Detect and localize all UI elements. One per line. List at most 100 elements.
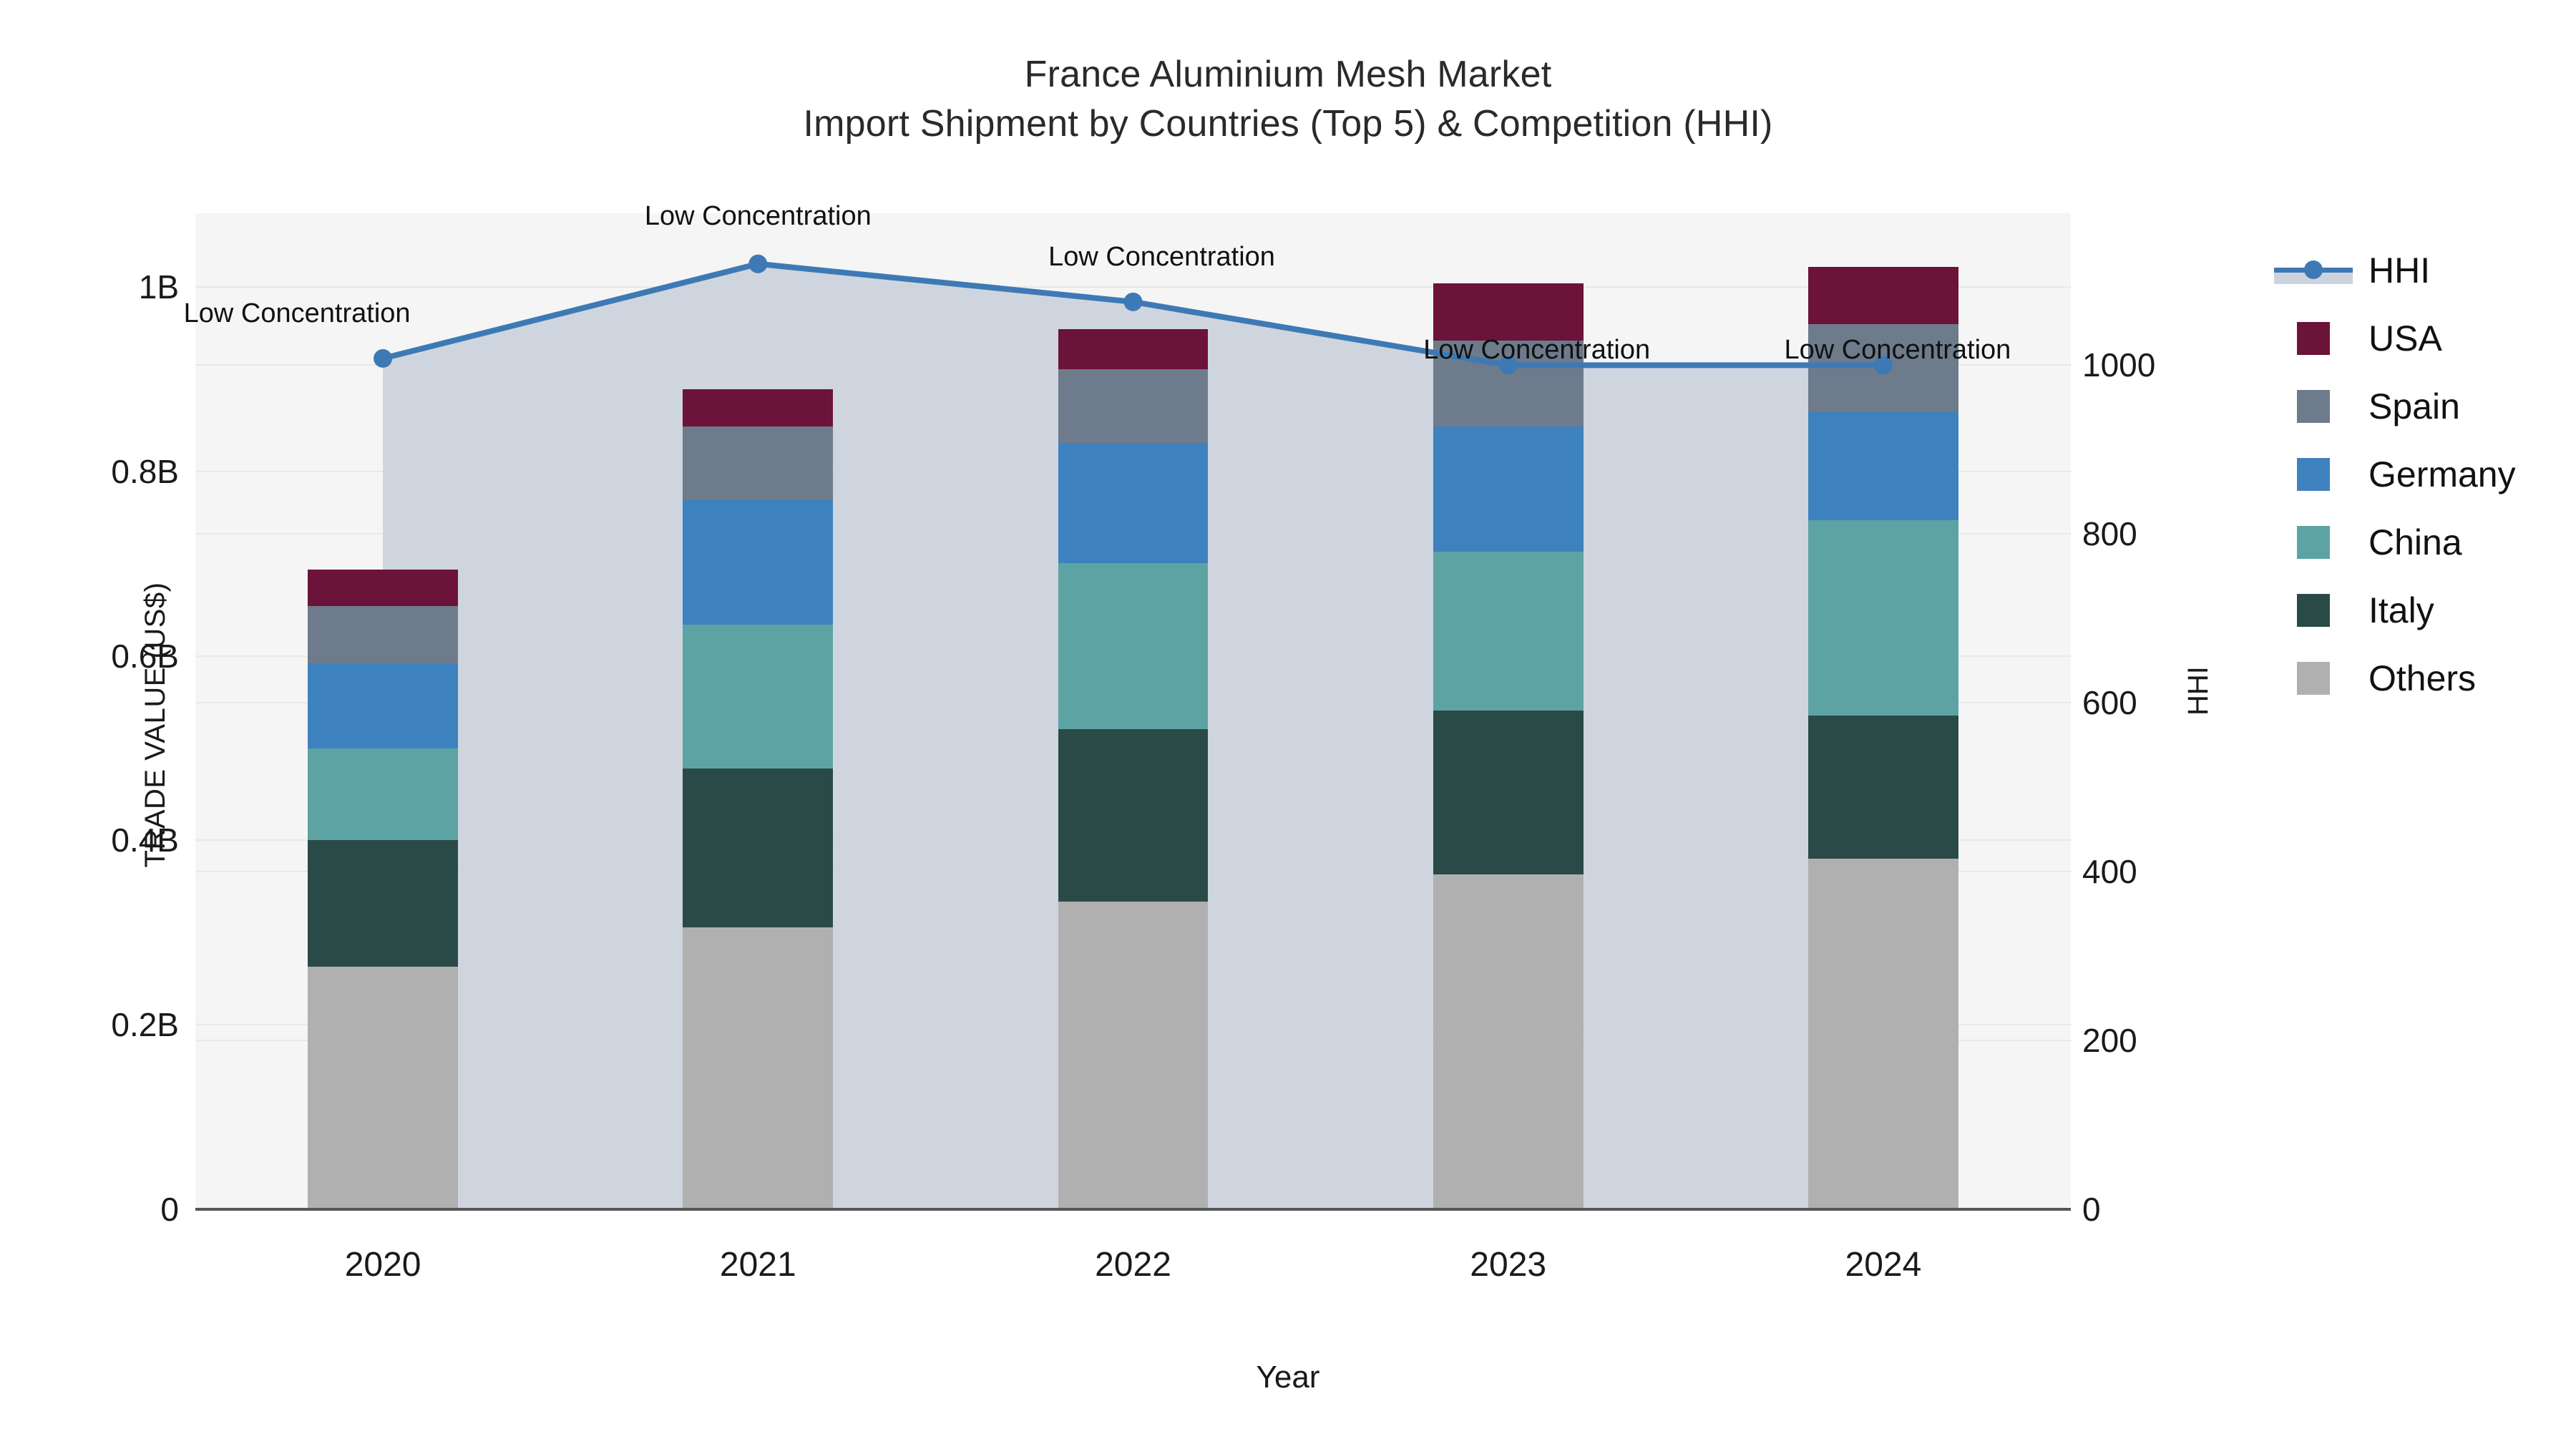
x-tick-2021: 2021 [719,1246,796,1284]
color-swatch-icon [2297,321,2330,355]
bar-segment-china-2023[interactable] [1433,552,1584,711]
bar-segment-germany-2023[interactable] [1433,426,1584,552]
gridline-left-5 [195,286,2071,288]
bar-group-2022[interactable] [1058,213,1209,1209]
legend-swatch-usa [2274,321,2353,355]
legend-swatch-others [2274,661,2353,695]
bar-segment-china-2021[interactable] [683,624,834,769]
y-tick-right-5: 1000 [2082,346,2156,384]
bar-group-2023[interactable] [1433,213,1584,1209]
legend: HHI USA Spain Germany China Italy Others [2274,236,2575,712]
y-tick-left-2: 0.4B [111,821,179,859]
y-tick-left-3: 0.6B [111,637,179,675]
bar-segment-usa-2022[interactable] [1058,329,1209,369]
bar-segment-china-2020[interactable] [308,748,458,841]
bar-segment-others-2024[interactable] [1808,859,1958,1209]
x-tick-2024: 2024 [1845,1246,1922,1284]
legend-swatch-italy [2274,593,2353,627]
hhi-marker-2021[interactable] [748,254,768,273]
legend-item-italy[interactable]: Italy [2274,576,2575,644]
y-tick-right-3: 600 [2082,684,2137,722]
color-swatch-icon [2297,525,2330,559]
hhi-line-layer [374,254,1893,375]
y-axis-left-label: TRADE VALUE (US$) [139,582,171,867]
bar-segment-spain-2020[interactable] [308,606,458,663]
bar-segment-germany-2022[interactable] [1058,442,1209,563]
color-swatch-icon [2297,389,2330,423]
bar-segment-usa-2020[interactable] [308,569,458,607]
legend-item-usa[interactable]: USA [2274,304,2575,372]
bar-segment-germany-2021[interactable] [683,499,834,625]
bar-segment-italy-2020[interactable] [308,840,458,967]
legend-swatch-spain [2274,389,2353,423]
legend-label-usa: USA [2368,318,2442,358]
annotation-2020: Low Concentration [183,298,411,328]
x-axis-label: Year [1256,1360,1320,1395]
y-tick-left-5: 1B [138,268,179,306]
y-axis-right-label: HHI [2182,666,2214,716]
legend-item-china[interactable]: China [2274,508,2575,576]
legend-item-others[interactable]: Others [2274,644,2575,712]
bar-segment-others-2020[interactable] [308,967,458,1209]
bar-segment-italy-2024[interactable] [1808,716,1958,859]
legend-label-italy: Italy [2368,590,2434,630]
y-tick-left-0: 0 [160,1191,179,1228]
bar-segment-china-2024[interactable] [1808,520,1958,716]
bar-group-2020[interactable] [308,213,458,1209]
bar-segment-germany-2020[interactable] [308,663,458,748]
hhi-marker-2020[interactable] [374,348,393,368]
legend-swatch-germany [2274,457,2353,491]
legend-label-hhi: HHI [2368,250,2431,291]
y-tick-right-2: 400 [2082,853,2137,891]
x-tick-2020: 2020 [344,1246,421,1284]
hhi-marker-2022[interactable] [1123,292,1143,311]
bar-segment-italy-2023[interactable] [1433,710,1584,875]
bar-segment-others-2021[interactable] [683,927,834,1209]
legend-label-spain: Spain [2368,386,2460,426]
x-tick-2022: 2022 [1095,1246,1171,1284]
bar-segment-usa-2024[interactable] [1808,266,1958,324]
x-axis-line [195,1208,2071,1211]
y-tick-left-4: 0.8B [111,452,179,490]
bar-segment-germany-2024[interactable] [1808,412,1958,521]
legend-swatch-china [2274,525,2353,559]
chart-title: France Aluminium Mesh Market Import Ship… [0,50,2576,148]
legend-item-spain[interactable]: Spain [2274,372,2575,440]
chart-title-line-1: France Aluminium Mesh Market [1024,54,1552,95]
bar-segment-italy-2022[interactable] [1058,728,1209,902]
legend-label-germany: Germany [2368,454,2516,494]
bar-segment-others-2023[interactable] [1433,874,1584,1209]
bar-group-2024[interactable] [1808,213,1958,1209]
plot-area: Low Concentration Low Concentration Low Co… [184,201,2071,1210]
hhi-line [380,260,1886,369]
y-tick-right-0: 0 [2082,1191,2101,1228]
bar-group-2021[interactable] [683,213,834,1209]
y-tick-left-1: 0.2B [111,1006,179,1044]
y-tick-right-1: 200 [2082,1022,2137,1060]
hhi-marker-2024[interactable] [1873,356,1893,375]
annotation-2023: Low Concentration [1423,335,1651,366]
bar-segment-usa-2021[interactable] [683,389,834,426]
hhi-marker-2023[interactable] [1498,356,1518,375]
color-swatch-icon [2297,457,2330,491]
annotation-2021: Low Concentration [644,200,872,231]
chart-title-line-2: Import Shipment by Countries (Top 5) & C… [803,102,1773,145]
bar-segment-spain-2022[interactable] [1058,369,1209,443]
bar-segment-italy-2021[interactable] [683,768,834,927]
legend-label-others: Others [2368,658,2477,698]
legend-item-germany[interactable]: Germany [2274,440,2575,508]
bar-segment-usa-2023[interactable] [1433,283,1584,341]
bar-segment-china-2022[interactable] [1058,562,1209,729]
color-swatch-icon [2297,593,2330,627]
annotation-2022: Low Concentration [1048,241,1275,272]
annotation-2024: Low Concentration [1784,335,2011,366]
legend-item-hhi[interactable]: HHI [2274,236,2575,304]
x-tick-2023: 2023 [1470,1246,1547,1284]
color-swatch-icon [2297,661,2330,695]
legend-label-china: China [2368,522,2462,562]
y-tick-right-4: 800 [2082,515,2137,553]
bar-segment-others-2022[interactable] [1058,901,1209,1209]
bar-segment-spain-2021[interactable] [683,426,834,500]
legend-line-key-icon [2274,254,2353,287]
